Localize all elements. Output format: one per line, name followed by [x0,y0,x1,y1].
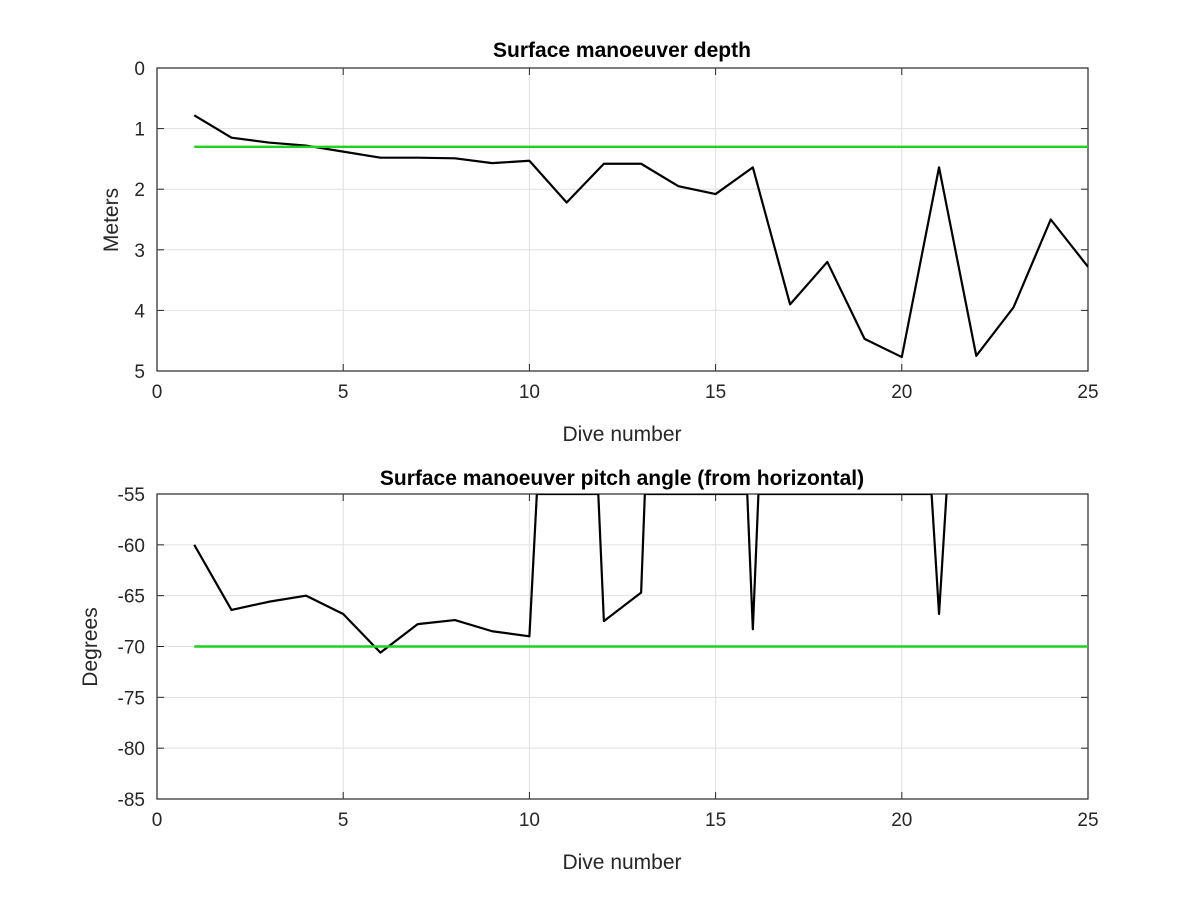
pitch-series [193,494,1088,654]
x-tick-label: 0 [152,810,163,831]
x-tick-label: 25 [1077,810,1098,831]
pitch-y-axis-label: Degrees [79,607,102,686]
y-tick-label: -80 [118,739,145,760]
series-line [193,114,1088,359]
y-tick-label: -55 [118,485,145,506]
x-tick-label: 20 [891,810,912,831]
pitch-chart-title: Surface manoeuver pitch angle (from hori… [380,467,864,490]
y-tick-label: -75 [118,688,145,709]
pitch-ticks: 0 5 10 15 20 25 -55 -60 -65 -70 -75 -80 -85 [118,485,1099,831]
x-tick-label: 15 [705,810,726,831]
y-tick-label: 1 [134,120,145,141]
pitch-subplot: 0 5 10 15 20 25 -55 -60 -65 -70 -75 -80 -85 Surface … [79,467,1099,874]
depth-grid [157,68,1088,371]
x-tick-label: 0 [152,382,163,403]
x-tick-label: 20 [891,382,912,403]
x-tick-label: 15 [705,382,726,403]
x-tick-label: 5 [338,810,349,831]
x-tick-label: 25 [1077,382,1098,403]
depth-axes-frame [156,67,1089,372]
y-tick-label: -65 [118,587,145,608]
y-tick-label: 5 [134,362,145,383]
y-tick-label: -60 [118,536,145,557]
y-tick-label: 4 [134,301,145,322]
x-tick-label: 5 [338,382,349,403]
x-tick-label: 10 [519,810,540,831]
pitch-x-axis-label: Dive number [562,851,681,874]
depth-x-axis-label: Dive number [562,423,681,446]
y-tick-label: 2 [134,180,145,201]
depth-y-axis-label: Meters [100,188,123,252]
series-line [193,494,948,654]
y-tick-label: -85 [118,790,145,811]
depth-series [193,114,1088,359]
y-tick-label: -70 [118,638,145,659]
y-tick-label: 0 [134,59,145,80]
y-tick-label: 3 [134,241,145,262]
x-tick-label: 10 [519,382,540,403]
depth-chart-title: Surface manoeuver depth [493,39,751,62]
